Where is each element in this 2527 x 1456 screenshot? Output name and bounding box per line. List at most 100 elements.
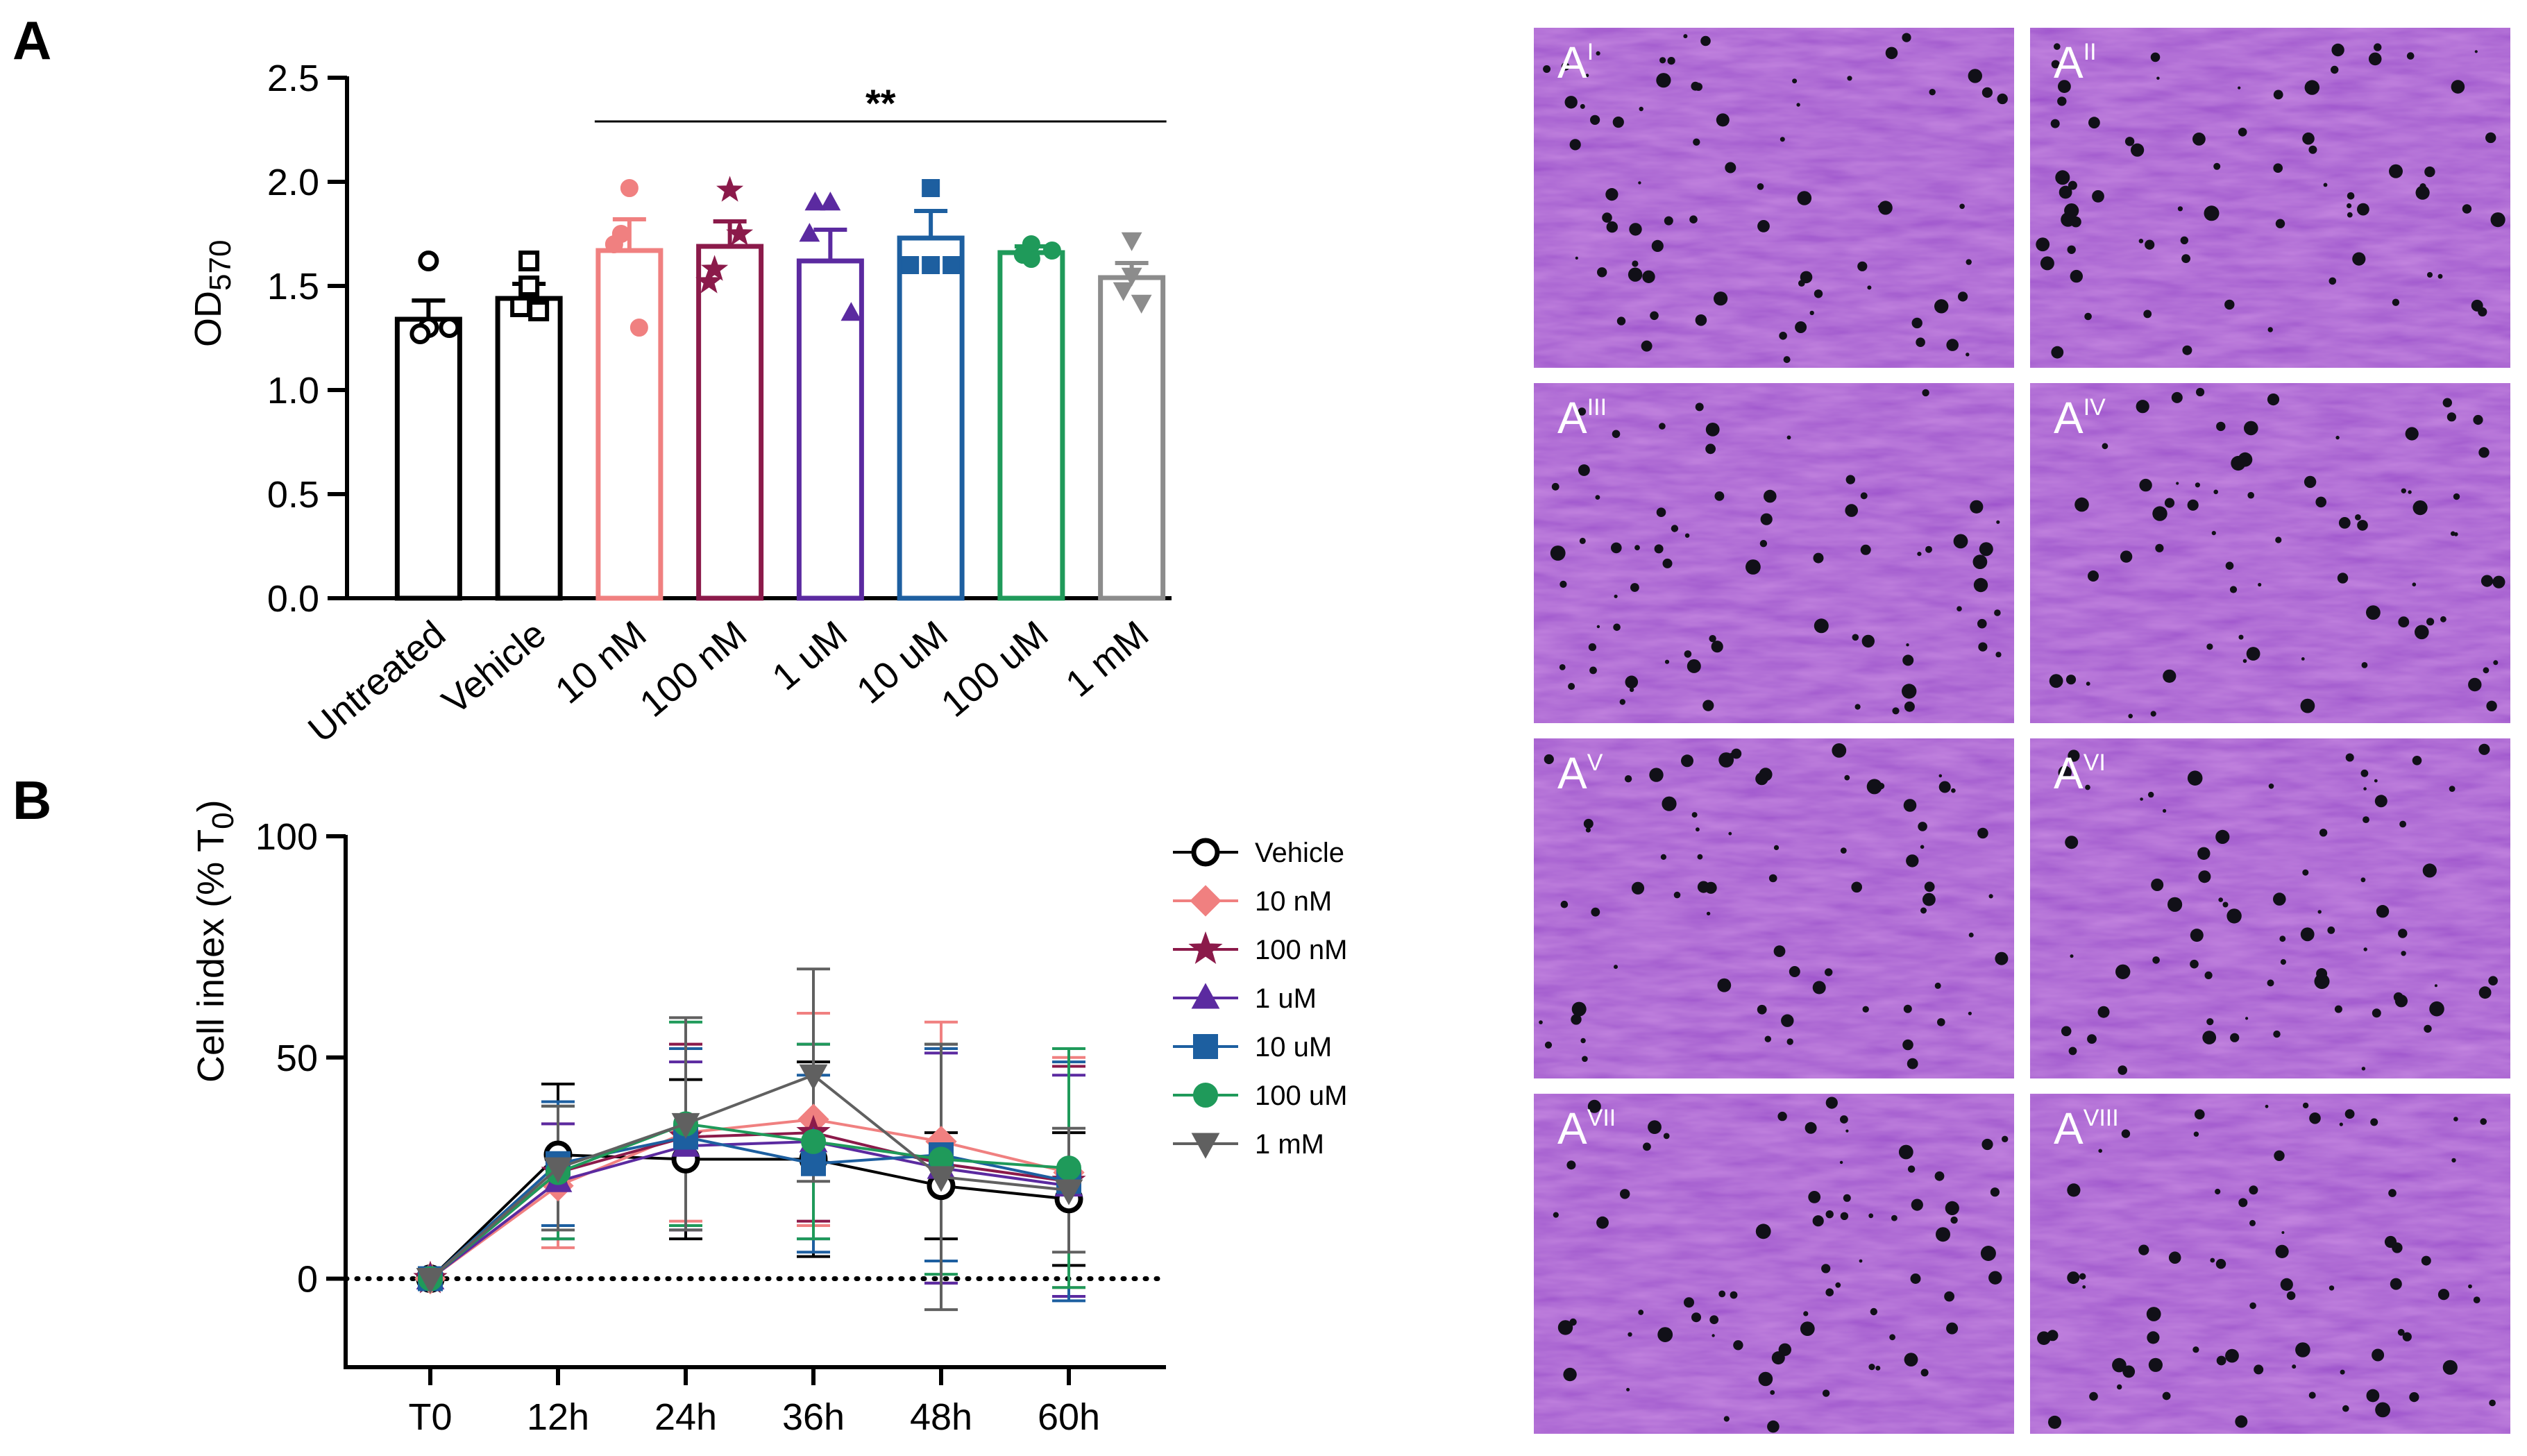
debris-dot bbox=[1629, 687, 1634, 693]
debris-dot bbox=[2376, 905, 2390, 918]
debris-dot bbox=[2392, 298, 2400, 306]
debris-dot bbox=[2427, 272, 2433, 278]
debris-dot bbox=[1902, 33, 1911, 42]
micrograph: AVIII bbox=[2030, 1094, 2510, 1434]
debris-dot bbox=[2048, 1417, 2054, 1423]
debris-dot bbox=[1956, 606, 1962, 611]
debris-dot bbox=[2337, 573, 2349, 584]
debris-dot bbox=[1664, 659, 1670, 664]
debris-dot bbox=[2478, 447, 2490, 458]
debris-dot bbox=[2079, 1273, 2086, 1280]
debris-dot bbox=[1757, 220, 1770, 232]
debris-dot bbox=[2089, 1391, 2098, 1401]
x-tick-label: T0 bbox=[408, 1396, 452, 1438]
debris-dot bbox=[2193, 1131, 2199, 1137]
debris-dot bbox=[2453, 1117, 2458, 1121]
debris-dot bbox=[1659, 423, 1666, 430]
y-tick-label: 0.5 bbox=[267, 474, 319, 516]
debris-dot bbox=[2344, 1109, 2355, 1119]
debris-dot bbox=[1934, 299, 1949, 314]
debris-dot bbox=[1891, 1214, 1898, 1221]
x-tick-label: 36h bbox=[782, 1396, 845, 1438]
debris-dot bbox=[1916, 337, 1925, 348]
debris-dot bbox=[1973, 577, 1988, 593]
debris-dot bbox=[2338, 517, 2351, 529]
debris-dot bbox=[1629, 223, 1642, 236]
micrograph-texture bbox=[2030, 1094, 2510, 1434]
debris-dot bbox=[2424, 1024, 2432, 1033]
debris-dot bbox=[2213, 162, 2221, 170]
debris-dot bbox=[1700, 35, 1711, 46]
debris-dot bbox=[1825, 1210, 1834, 1219]
debris-dot bbox=[1684, 650, 1692, 658]
debris-dot bbox=[2426, 618, 2435, 626]
debris-dot bbox=[2401, 488, 2406, 493]
debris-dot bbox=[1697, 854, 1703, 860]
debris-dot bbox=[1662, 558, 1673, 568]
debris-dot bbox=[1757, 1004, 1767, 1015]
debris-dot bbox=[2148, 791, 2154, 798]
debris-dot bbox=[2281, 1231, 2285, 1234]
debris-dot bbox=[2242, 659, 2247, 663]
series-line bbox=[429, 1073, 1070, 1280]
debris-dot bbox=[1803, 1311, 1809, 1317]
series-line bbox=[429, 1135, 1070, 1280]
debris-dot bbox=[2131, 143, 2145, 157]
debris-dot bbox=[2176, 482, 2179, 485]
debris-dot bbox=[1638, 1310, 1644, 1315]
debris-dot bbox=[2235, 1415, 2248, 1428]
debris-dot bbox=[1595, 495, 1600, 500]
debris-dot bbox=[1924, 881, 1935, 892]
debris-dot bbox=[1889, 1334, 1896, 1341]
micrograph-texture bbox=[2030, 738, 2510, 1078]
debris-dot bbox=[1571, 1001, 1587, 1017]
debris-dot bbox=[1800, 271, 1813, 284]
bar bbox=[897, 235, 965, 601]
debris-dot bbox=[1918, 822, 1927, 831]
debris-dot bbox=[1938, 774, 1943, 778]
debris-dot bbox=[2301, 657, 2305, 661]
debris-dot bbox=[2462, 204, 2472, 214]
debris-dot bbox=[2490, 212, 2505, 228]
debris-dot bbox=[2449, 786, 2456, 792]
data-point bbox=[799, 223, 820, 242]
debris-dot bbox=[2070, 216, 2081, 228]
debris-dot bbox=[1773, 845, 1780, 850]
debris-dot bbox=[1654, 544, 1664, 554]
debris-dot bbox=[2397, 1328, 2405, 1336]
debris-dot bbox=[1626, 1387, 1630, 1391]
y-tick-label: 1.0 bbox=[267, 370, 319, 412]
data-point bbox=[518, 251, 540, 271]
debris-dot bbox=[1764, 1035, 1771, 1042]
debris-dot bbox=[1945, 1201, 1959, 1215]
debris-dot bbox=[1630, 583, 1639, 592]
debris-dot bbox=[2222, 901, 2229, 908]
legend-marker bbox=[1188, 931, 1223, 965]
micrograph-texture bbox=[2030, 28, 2510, 368]
debris-dot bbox=[2151, 879, 2164, 891]
debris-dot bbox=[2192, 1346, 2199, 1353]
debris-dot bbox=[2087, 1034, 2097, 1044]
debris-dot bbox=[2136, 400, 2149, 414]
debris-dot bbox=[2375, 1402, 2391, 1418]
debris-dot bbox=[1832, 743, 1847, 758]
debris-dot bbox=[2446, 412, 2456, 422]
micrograph-label: AIII bbox=[1557, 393, 1607, 443]
debris-dot bbox=[2279, 936, 2286, 942]
debris-dot bbox=[2267, 979, 2274, 987]
debris-dot bbox=[2309, 1112, 2321, 1124]
debris-dot bbox=[2374, 43, 2382, 51]
debris-dot bbox=[1705, 443, 1716, 455]
debris-dot bbox=[2392, 1242, 2403, 1253]
x-tick-label: 60h bbox=[1038, 1396, 1100, 1438]
debris-dot bbox=[2238, 128, 2247, 137]
debris-dot bbox=[1792, 78, 1798, 84]
debris-dot bbox=[1650, 311, 1659, 321]
debris-dot bbox=[2150, 52, 2161, 62]
data-point bbox=[409, 323, 431, 344]
debris-dot bbox=[1835, 1282, 1841, 1288]
debris-dot bbox=[1709, 635, 1716, 643]
debris-dot bbox=[1589, 666, 1597, 675]
debris-dot bbox=[1706, 911, 1711, 916]
debris-dot bbox=[2092, 190, 2104, 203]
